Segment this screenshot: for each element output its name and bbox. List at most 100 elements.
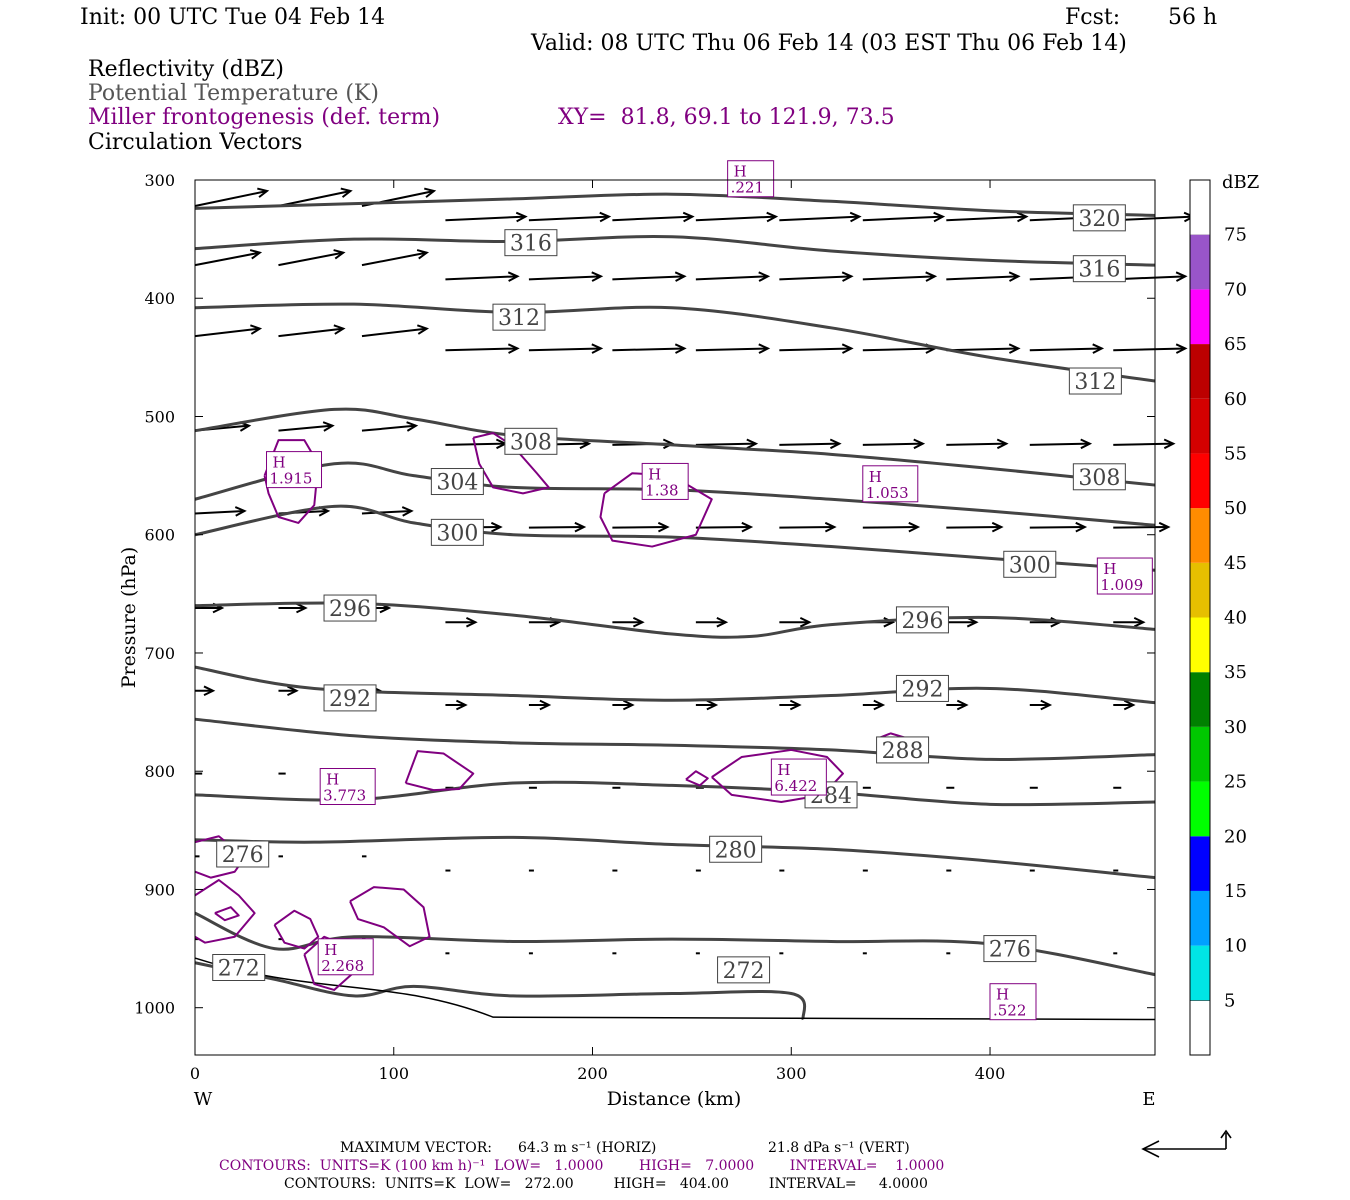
colorbar-label: 10 xyxy=(1224,936,1247,957)
init-time: Init: 00 UTC Tue 04 Feb 14 xyxy=(80,5,386,30)
vector-shaft xyxy=(695,442,756,446)
circulation-vector xyxy=(695,699,719,711)
frontogenesis-high: H.221 xyxy=(727,160,775,198)
vector-head xyxy=(257,187,270,198)
vector-head xyxy=(799,616,812,628)
theta-contour-labels: 320 316 316 312 312 308 308 304 300 300 296 296 292 2… xyxy=(212,204,1126,984)
vector-shaft xyxy=(695,526,751,529)
circulation-vector xyxy=(612,211,695,223)
legend-theta: Potential Temperature (K) xyxy=(88,81,379,106)
theta-label-text: 296 xyxy=(901,609,943,634)
frontogenesis-contour xyxy=(711,748,844,803)
circulation-vector xyxy=(1029,438,1093,450)
colorbar-cell xyxy=(1190,234,1210,290)
y-tick-label: 500 xyxy=(144,407,175,426)
vector-head xyxy=(632,616,645,628)
circulation-vector xyxy=(862,211,946,223)
frontogenesis-high: H1.009 xyxy=(1096,557,1153,595)
colorbar-label: 35 xyxy=(1224,662,1247,683)
vector-shaft xyxy=(779,526,835,529)
x-tick-label: 300 xyxy=(776,1064,807,1083)
vector-shaft xyxy=(528,215,609,222)
frontogenesis-contour xyxy=(214,906,240,922)
vector-shaft xyxy=(445,275,518,281)
vector-head xyxy=(1133,616,1146,628)
circulation-vector xyxy=(695,343,771,354)
theta-label-box xyxy=(1072,463,1126,491)
vector-shaft xyxy=(278,424,333,432)
vector-head xyxy=(591,271,604,282)
theta-label-text: 300 xyxy=(1009,553,1051,578)
colorbar-cell xyxy=(1190,398,1210,454)
vector-shaft xyxy=(862,275,935,281)
vector-head xyxy=(706,699,719,711)
theta-contour-300 xyxy=(194,504,1156,572)
vector-head xyxy=(416,324,430,335)
theta-label: 280 xyxy=(709,835,763,863)
vector-head xyxy=(746,438,759,450)
vector-head xyxy=(424,187,437,198)
y-tick-label: 700 xyxy=(144,644,175,663)
theta-label-box xyxy=(1072,204,1126,232)
frontogenesis-high: H.522 xyxy=(989,983,1037,1021)
colorbar-cell xyxy=(1190,945,1210,1001)
vector-head xyxy=(465,616,478,628)
vector-head xyxy=(925,271,938,282)
theta-contour-312 xyxy=(194,302,1156,383)
circulation-vector xyxy=(194,187,270,207)
colorbar-label: 30 xyxy=(1224,717,1247,738)
circulation-vector xyxy=(612,271,687,282)
vector-head xyxy=(996,438,1009,450)
frontogenesis-contour xyxy=(404,750,475,792)
theta-label-text: 276 xyxy=(989,938,1031,963)
frontogenesis-high: H1.053 xyxy=(862,465,919,503)
vector-shaft xyxy=(946,347,1019,352)
vector-shaft xyxy=(695,215,776,222)
vector-head xyxy=(1016,211,1029,223)
circulation-vector xyxy=(445,211,528,223)
high-value: 3.773 xyxy=(323,787,366,805)
circulation-vector xyxy=(528,699,552,711)
vector-head xyxy=(1158,521,1171,533)
circulation-vector xyxy=(1029,699,1053,711)
x-tick-label: 0 xyxy=(190,1064,200,1083)
circulation-vector xyxy=(946,211,1029,223)
frontogenesis-high: H3.773 xyxy=(319,768,376,805)
theta-label-box xyxy=(1072,255,1126,283)
high-box xyxy=(319,768,376,805)
vector-shaft xyxy=(862,526,918,529)
vector-head xyxy=(340,187,353,198)
circulation-vector xyxy=(779,438,842,450)
y-tick-label: 900 xyxy=(144,880,175,899)
high-box xyxy=(1096,557,1153,595)
high-marker: H xyxy=(326,771,339,789)
circulation-vector xyxy=(779,343,854,354)
colorbar-label: 50 xyxy=(1224,498,1247,519)
frontogenesis-high: H1.38 xyxy=(641,462,689,500)
theta-label: 296 xyxy=(895,606,949,634)
theta-label-box xyxy=(895,674,949,702)
circulation-vector xyxy=(194,249,263,267)
vector-shaft xyxy=(528,275,601,281)
theta-label: 296 xyxy=(323,594,377,622)
colorbar-cell xyxy=(1190,453,1210,509)
theta-label-text: 308 xyxy=(1078,466,1120,491)
colorbar-label: 40 xyxy=(1224,608,1247,629)
vector-head xyxy=(1163,438,1176,450)
theta-label: 308 xyxy=(504,427,558,455)
y-axis-title: Pressure (hPa) xyxy=(118,547,140,689)
max-vector-vertical: 21.8 dPa s⁻¹ (VERT) xyxy=(768,1140,910,1156)
theta-label-text: 308 xyxy=(510,430,552,455)
theta-label: 272 xyxy=(717,956,771,984)
forecast-label: Fcst: xyxy=(1065,5,1121,30)
max-vector-label: MAXIMUM VECTOR: xyxy=(340,1140,492,1156)
theta-label: 292 xyxy=(323,684,377,712)
vector-head xyxy=(1092,343,1105,354)
vector-head xyxy=(490,521,503,533)
theta-label: 304 xyxy=(430,468,484,496)
colorbar-label: 65 xyxy=(1224,334,1247,355)
vector-shaft xyxy=(1113,526,1169,529)
high-marker: H xyxy=(648,465,661,483)
high-box xyxy=(770,758,827,796)
high-value: 1.009 xyxy=(1100,576,1143,594)
